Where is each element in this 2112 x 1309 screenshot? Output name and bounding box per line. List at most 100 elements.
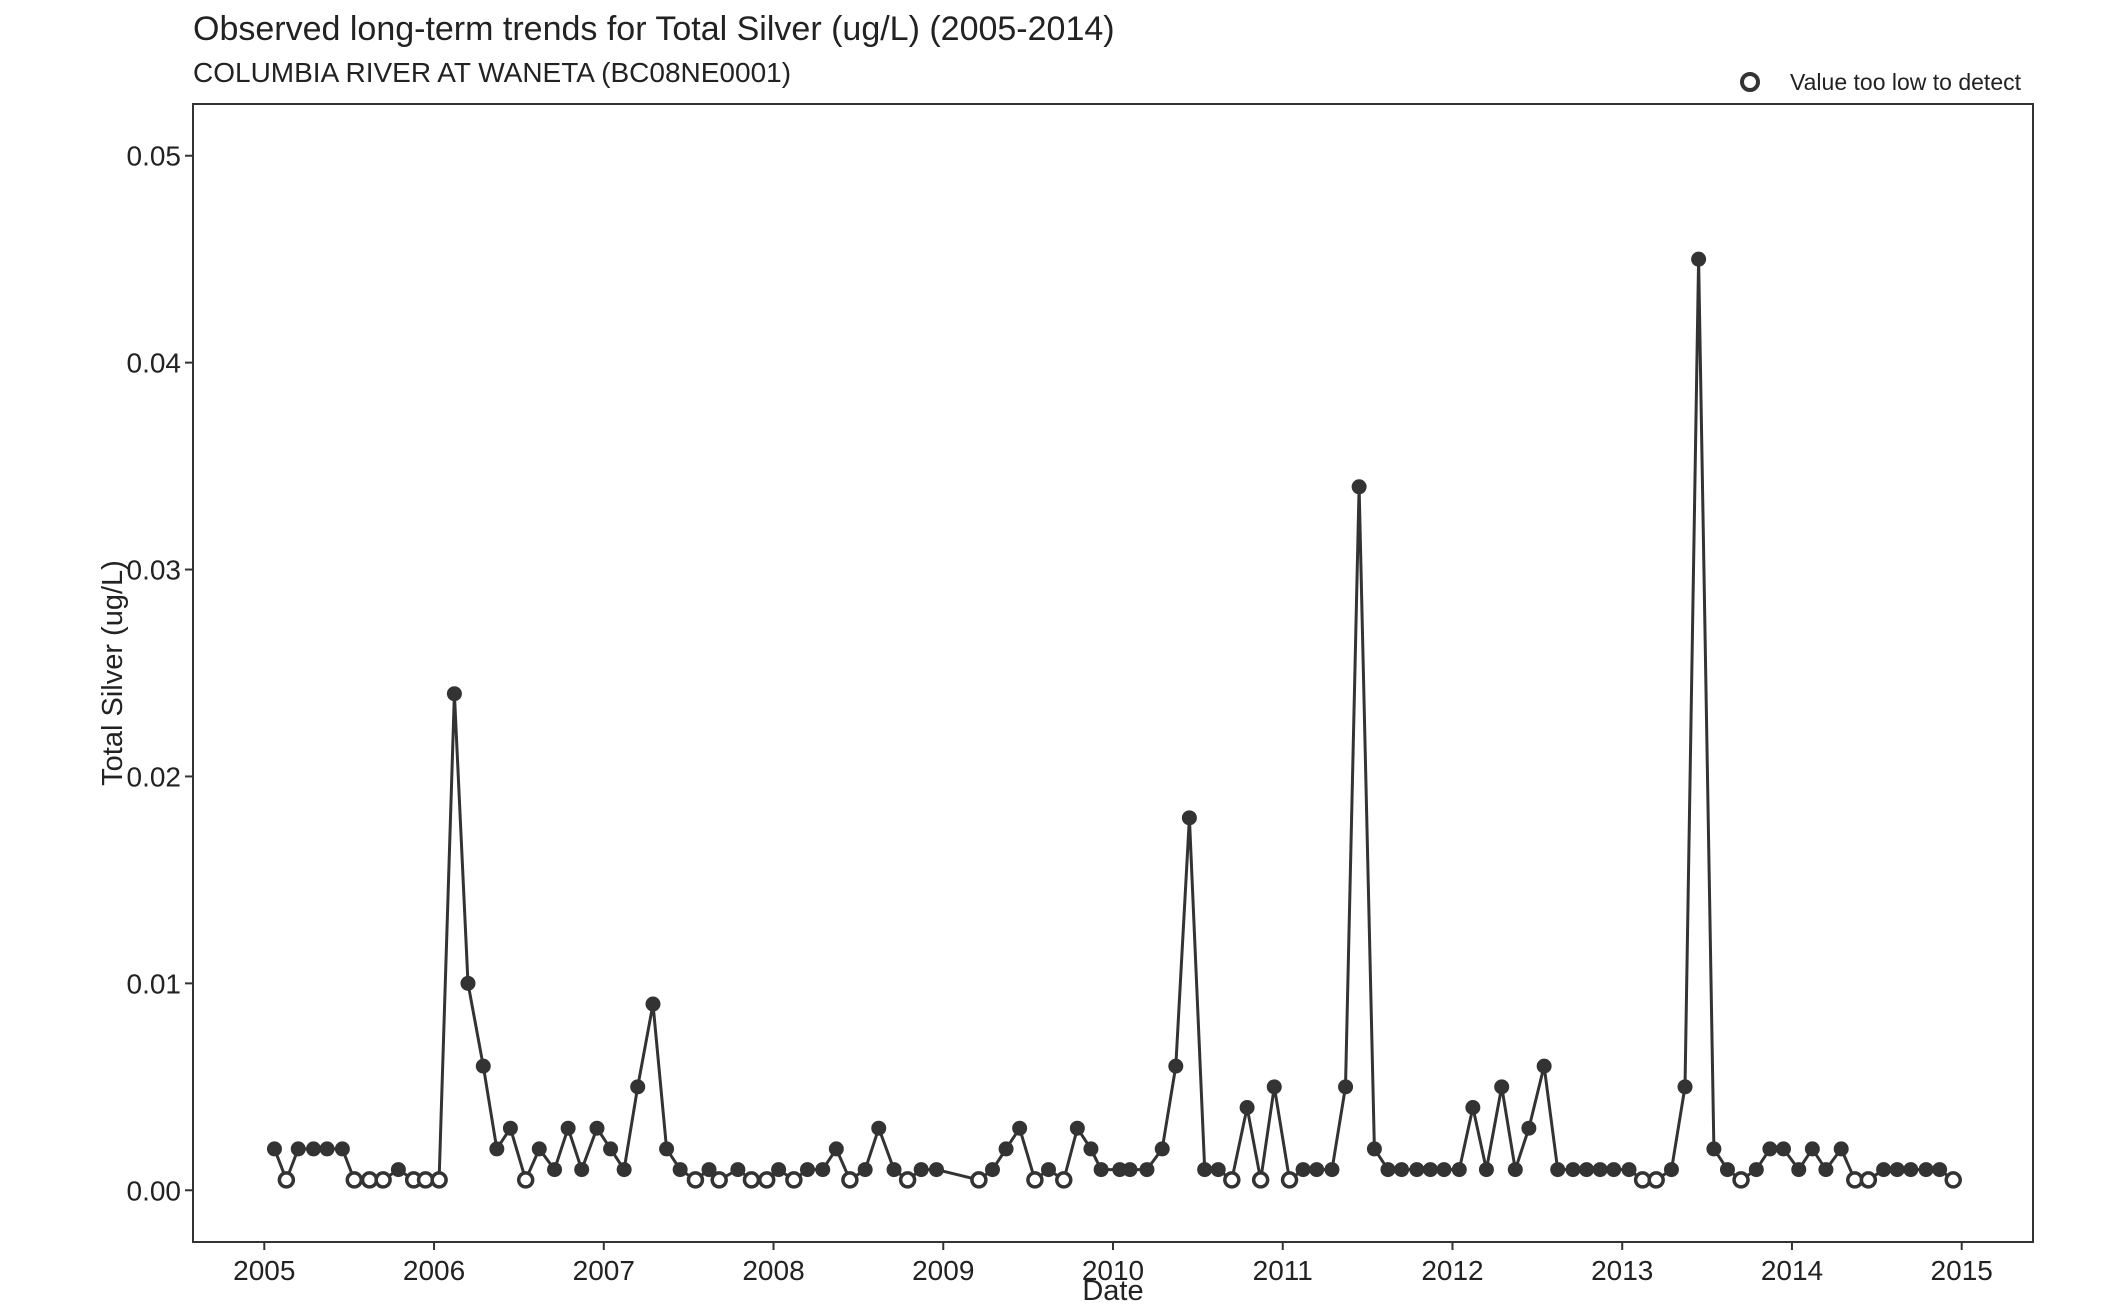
y-tick-label: 0.01 <box>127 968 182 999</box>
data-point <box>489 1141 505 1157</box>
data-point <box>574 1162 590 1178</box>
data-point <box>1422 1162 1438 1178</box>
data-point <box>502 1120 518 1136</box>
data-point <box>560 1120 576 1136</box>
data-point <box>828 1141 844 1157</box>
data-point <box>701 1162 717 1178</box>
data-point <box>1775 1141 1791 1157</box>
data-point <box>1436 1162 1452 1178</box>
data-point-below-detection <box>430 1171 448 1189</box>
data-point <box>589 1120 605 1136</box>
data-point <box>730 1162 746 1178</box>
data-point-below-detection <box>742 1171 761 1189</box>
data-point-below-detection <box>277 1171 296 1189</box>
data-point <box>446 686 462 702</box>
data-point <box>1663 1162 1679 1178</box>
data-point <box>799 1162 815 1178</box>
data-point <box>1351 479 1367 495</box>
data-point <box>1197 1162 1213 1178</box>
data-point <box>616 1162 632 1178</box>
x-tick-label: 2010 <box>1082 1255 1144 1286</box>
x-axis: 2005 2006 2007 2008 2009 2010 2011 2012 2013 2014… <box>233 1242 1993 1286</box>
data-point <box>1380 1162 1396 1178</box>
data-point <box>984 1162 1000 1178</box>
data-point <box>913 1162 929 1178</box>
legend: Value too low to detect <box>1740 69 2022 95</box>
data-point <box>319 1141 335 1157</box>
data-point <box>306 1141 322 1157</box>
data-point <box>815 1162 831 1178</box>
data-point <box>928 1162 944 1178</box>
data-point <box>390 1162 406 1178</box>
data-point <box>1889 1162 1905 1178</box>
data-point-below-detection <box>1251 1171 1270 1189</box>
data-point <box>1394 1162 1410 1178</box>
data-point <box>871 1120 887 1136</box>
data-point <box>603 1141 619 1157</box>
data-point-below-detection <box>710 1171 728 1189</box>
data-point <box>1069 1120 1085 1136</box>
data-point-below-detection <box>1732 1171 1750 1189</box>
data-point <box>266 1141 282 1157</box>
x-axis-title: Date <box>1082 1275 1143 1307</box>
data-point <box>672 1162 688 1178</box>
x-tick-label: 2009 <box>912 1255 974 1286</box>
data-point <box>1239 1100 1255 1116</box>
data-point <box>998 1141 1014 1157</box>
data-point <box>1451 1162 1467 1178</box>
data-point-below-detection <box>970 1171 988 1189</box>
data-point <box>1122 1162 1138 1178</box>
data-point <box>1579 1162 1595 1178</box>
data-point <box>475 1058 491 1074</box>
legend-label: Value too low to detect <box>1790 69 2022 95</box>
y-tick-label: 0.04 <box>127 348 182 379</box>
data-point <box>531 1141 547 1157</box>
data-point <box>290 1141 306 1157</box>
data-point-below-detection <box>1944 1171 1962 1189</box>
data-point-below-detection <box>898 1171 917 1189</box>
data-point <box>1478 1162 1494 1178</box>
data-point <box>1012 1120 1028 1136</box>
data-point-below-detection <box>374 1171 392 1189</box>
data-point <box>857 1162 873 1178</box>
data-point <box>1266 1079 1282 1095</box>
data-point-below-detection <box>345 1171 364 1189</box>
data-point-below-detection <box>757 1171 776 1189</box>
data-point <box>1706 1141 1722 1157</box>
data-point <box>1565 1162 1581 1178</box>
x-tick-label: 2011 <box>1253 1255 1313 1286</box>
data-point-below-detection <box>516 1171 535 1189</box>
data-point <box>547 1162 563 1178</box>
data-point-below-detection <box>1026 1171 1044 1189</box>
data-point <box>1748 1162 1764 1178</box>
x-tick-label: 2012 <box>1421 1255 1483 1286</box>
x-tick-label: 2006 <box>403 1255 465 1286</box>
data-point <box>1494 1079 1510 1095</box>
y-axis-title: Total Silver (ug/L) <box>97 560 129 786</box>
data-point <box>1762 1141 1778 1157</box>
y-tick-label: 0.02 <box>127 761 182 792</box>
data-point <box>645 996 661 1012</box>
data-point <box>1932 1162 1948 1178</box>
data-point <box>1606 1162 1622 1178</box>
data-point <box>1550 1162 1566 1178</box>
data-point <box>1465 1100 1481 1116</box>
y-tick-label: 0.00 <box>127 1175 182 1206</box>
data-point <box>1903 1162 1919 1178</box>
chart-subtitle: COLUMBIA RIVER AT WANETA (BC08NE0001) <box>193 57 791 88</box>
data-point-below-detection <box>841 1171 859 1189</box>
data-point <box>1818 1162 1834 1178</box>
x-tick-label: 2015 <box>1931 1255 1993 1286</box>
data-point <box>1719 1162 1735 1178</box>
data-point <box>1295 1162 1311 1178</box>
data-point <box>1040 1162 1056 1178</box>
data-point <box>1210 1162 1226 1178</box>
data-point <box>1804 1141 1820 1157</box>
x-tick-label: 2014 <box>1761 1255 1823 1286</box>
data-point-below-detection <box>1223 1171 1241 1189</box>
data-point <box>1366 1141 1382 1157</box>
data-point <box>1791 1162 1807 1178</box>
data-point-below-detection <box>785 1171 803 1189</box>
data-point <box>630 1079 646 1095</box>
